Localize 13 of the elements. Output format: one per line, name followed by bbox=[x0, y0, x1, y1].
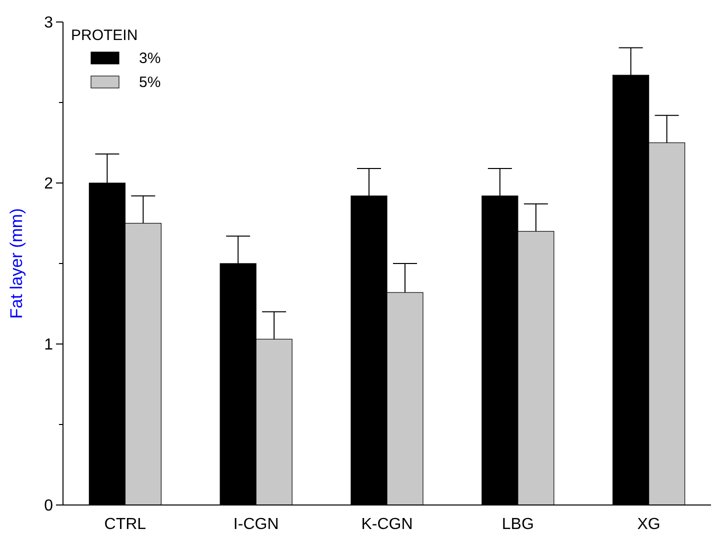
y-axis-title: Fat layer (mm) bbox=[7, 208, 26, 319]
legend-label: 5% bbox=[139, 74, 161, 91]
legend-title: PROTEIN bbox=[71, 27, 138, 44]
x-tick-label: CTRL bbox=[104, 516, 146, 533]
legend-label: 3% bbox=[139, 50, 161, 67]
y-tick-label: 3 bbox=[44, 14, 54, 32]
y-tick-label: 2 bbox=[44, 176, 54, 193]
x-tick-label: LBG bbox=[502, 516, 534, 533]
y-tick-label: 0 bbox=[44, 498, 54, 515]
x-tick-label: XG bbox=[637, 516, 660, 533]
x-tick-label: K-CGN bbox=[361, 516, 413, 533]
y-tick-label: 1 bbox=[44, 336, 54, 354]
x-tick-label: I-CGN bbox=[233, 516, 279, 533]
